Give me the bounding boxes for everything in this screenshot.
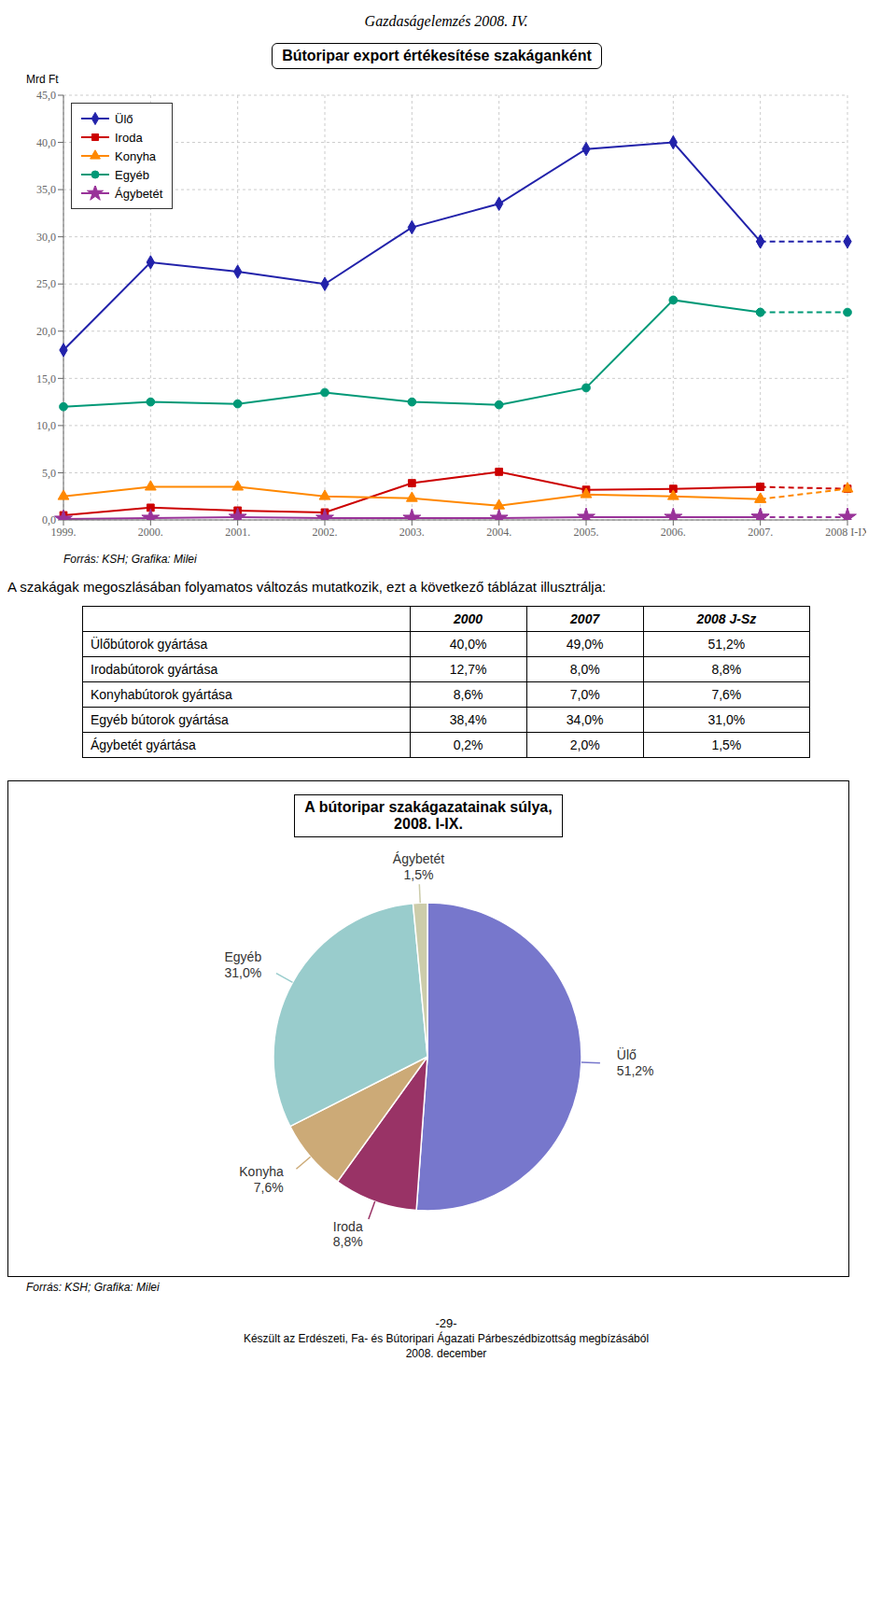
html-text:34,0%: 34,0% — [566, 712, 604, 728]
html-text:12,7%: 12,7% — [449, 661, 487, 677]
svg-text:1999.: 1999. — [51, 525, 77, 539]
html-text:Készült az Erdészeti, Fa- és B: Készült az Erdészeti, Fa- és Bútoripari … — [243, 1331, 649, 1345]
svg-text:2002.: 2002. — [312, 525, 338, 539]
html-text:2000: 2000 — [453, 611, 483, 627]
svg-text:Egyéb31,0%: Egyéb31,0% — [224, 949, 263, 980]
svg-text:2004.: 2004. — [486, 525, 512, 539]
svg-text:Ülő51,2%: Ülő51,2% — [616, 1046, 655, 1078]
svg-text:45,0: 45,0 — [36, 88, 56, 102]
svg-text:35,0: 35,0 — [36, 182, 56, 196]
svg-text:Konyha7,6%: Konyha7,6% — [238, 1163, 284, 1195]
html-text:2008. december: 2008. december — [405, 1346, 487, 1360]
html-text:Ülőbútorok gyártása: Ülőbútorok gyártása — [90, 636, 208, 652]
html-text:Egyéb: Egyéb — [114, 167, 150, 182]
html-text:40,0%: 40,0% — [449, 636, 487, 652]
svg-text:30,0: 30,0 — [36, 230, 56, 244]
svg-text:Ágybetét1,5%: Ágybetét1,5% — [392, 851, 445, 882]
svg-text:Iroda8,8%: Iroda8,8% — [333, 1218, 364, 1250]
svg-text:15,0: 15,0 — [36, 372, 56, 386]
html-text:Iroda: Iroda — [114, 130, 143, 145]
html-text:Forrás: KSH; Grafika: Milei: Forrás: KSH; Grafika: Milei — [63, 552, 197, 566]
svg-text:40,0: 40,0 — [36, 136, 56, 150]
html-text:49,0%: 49,0% — [566, 636, 604, 652]
html-text:-29-: -29- — [435, 1316, 457, 1330]
html-text:38,4%: 38,4% — [449, 712, 487, 728]
html-text:1,5%: 1,5% — [711, 737, 742, 753]
html-text:2008 J-Sz: 2008 J-Sz — [696, 611, 757, 627]
html-text:Gazdaságelemzés 2008. IV.: Gazdaságelemzés 2008. IV. — [364, 13, 528, 29]
svg-text:2008 I-IX: 2008 I-IX — [825, 525, 867, 539]
html-text:Konyha: Konyha — [114, 148, 156, 163]
html-text:A szakágak megoszlásában folya: A szakágak megoszlásában folyamatos vált… — [7, 578, 606, 595]
svg-text:0,0: 0,0 — [42, 513, 56, 527]
svg-text:2003.: 2003. — [399, 525, 425, 539]
html-text:8,8%: 8,8% — [711, 661, 742, 677]
html-text:Irodabútorok gyártása: Irodabútorok gyártása — [90, 661, 218, 677]
html-text:0,2%: 0,2% — [453, 737, 483, 753]
html-text:Ágybetét: Ágybetét — [114, 186, 163, 201]
html-text:Mrd Ft: Mrd Ft — [26, 72, 59, 86]
svg-text:2005.: 2005. — [574, 525, 600, 539]
html-text:Egyéb bútorok gyártása: Egyéb bútorok gyártása — [90, 712, 229, 728]
svg-text:2007.: 2007. — [747, 525, 773, 539]
html-text:2007: 2007 — [570, 611, 600, 627]
html-text:51,2%: 51,2% — [707, 636, 745, 652]
svg-text:2006.: 2006. — [660, 525, 686, 539]
svg-text:25,0: 25,0 — [36, 277, 56, 291]
svg-text:2001.: 2001. — [224, 525, 251, 539]
html-text:Konyhabútorok gyártása: Konyhabútorok gyártása — [90, 686, 233, 702]
svg-text:2000.: 2000. — [138, 525, 164, 539]
html-text:Ülő: Ülő — [114, 111, 133, 126]
html-text:7,6%: 7,6% — [711, 686, 742, 702]
html-text:2,0%: 2,0% — [569, 737, 600, 753]
svg-text:10,0: 10,0 — [36, 419, 56, 433]
html-text:7,0%: 7,0% — [569, 686, 600, 702]
html-text:31,0%: 31,0% — [707, 712, 745, 728]
svg-text:5,0: 5,0 — [42, 466, 56, 480]
html-text:8,6%: 8,6% — [453, 686, 483, 702]
html-text:A bútoripar szakágazatainak sú: A bútoripar szakágazatainak súlya, — [304, 798, 553, 815]
html-text:8,0%: 8,0% — [569, 661, 600, 677]
html-text:Forrás: KSH; Grafika: Milei: Forrás: KSH; Grafika: Milei — [26, 1280, 160, 1294]
html-text:2008. I-IX.: 2008. I-IX. — [393, 815, 463, 832]
html-text:Bútoripar export értékesítése: Bútoripar export értékesítése szakáganké… — [282, 47, 592, 64]
svg-text:20,0: 20,0 — [36, 324, 56, 338]
html-text:Ágybetét gyártása: Ágybetét gyártása — [90, 737, 196, 753]
